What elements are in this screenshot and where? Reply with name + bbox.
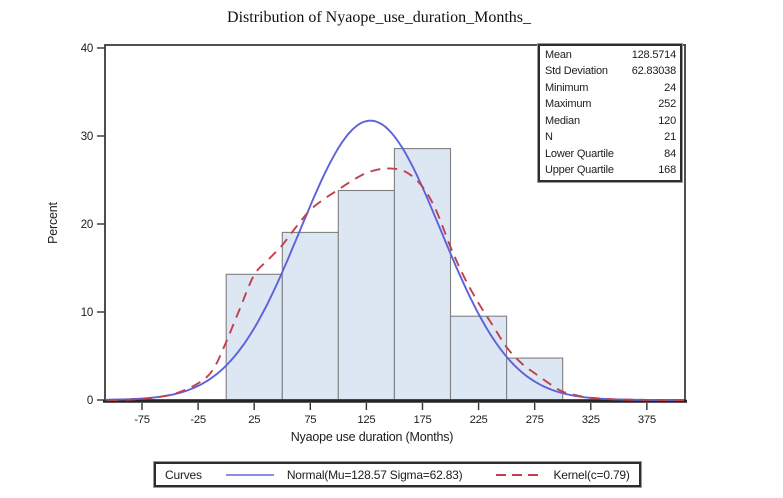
stats-value: 128.5714 — [631, 49, 676, 61]
x-tick-label: 375 — [638, 414, 656, 426]
stats-value: 120 — [658, 114, 676, 127]
stats-label: Lower Quartile — [545, 147, 614, 160]
x-axis-title: Nyaope use duration (Months) — [291, 430, 454, 444]
y-axis-title: Percent — [46, 201, 60, 243]
stats-row: Lower Quartile 84 — [545, 147, 676, 162]
stats-value: 24 — [664, 81, 676, 94]
chart-title: Distribution of Nyaope_use_duration_Mont… — [227, 9, 531, 26]
stats-row: N 21 — [545, 130, 676, 145]
histogram-bar — [225, 273, 283, 401]
histogram-bar — [337, 189, 395, 401]
histogram-bar — [281, 231, 339, 401]
x-tick-label: 325 — [582, 414, 600, 426]
y-tick-label: 40 — [81, 43, 93, 55]
histogram-bar — [506, 357, 564, 401]
stats-label: Upper Quartile — [545, 163, 614, 176]
kernel-curve — [108, 167, 684, 401]
stats-label: Maximum — [545, 98, 592, 111]
x-tick-label: 175 — [414, 414, 432, 426]
stats-row: Std Deviation 62.83038 — [545, 64, 676, 79]
stats-label: Std Deviation — [545, 65, 608, 78]
y-tick-label: 0 — [87, 395, 93, 407]
normal-curve-swatch — [225, 473, 274, 476]
y-tick-label: 10 — [81, 307, 93, 319]
normal-curve — [105, 119, 683, 401]
stats-label: N — [545, 131, 553, 144]
legend-title: Curves — [165, 467, 202, 482]
stats-label: Minimum — [545, 81, 589, 94]
legend-label-normal: Normal(Mu=128.57 Sigma=62.83) — [286, 467, 463, 482]
stats-row: Maximum 252 — [545, 97, 676, 112]
y-tick-label: 30 — [81, 131, 93, 143]
stats-value: 21 — [664, 131, 676, 144]
stats-row: Minimum 24 — [545, 81, 676, 96]
stats-row: Median 120 — [545, 114, 676, 129]
y-tick-label: 20 — [81, 219, 93, 231]
stats-value: 252 — [658, 98, 676, 111]
curve-legend: Curves Normal(Mu=128.57 Sigma=62.83) Ker… — [153, 461, 642, 488]
x-tick-label: 75 — [304, 414, 316, 426]
stats-box: Mean 128.5714 Std Deviation 62.83038 Minimum… — [537, 43, 683, 183]
legend-label-kernel: Kernel(c=0.79) — [553, 467, 630, 482]
histogram-bar — [393, 148, 452, 401]
stats-label: Mean — [545, 49, 572, 61]
x-tick-label: 25 — [248, 414, 260, 426]
stats-value: 168 — [658, 163, 676, 176]
x-tick-label: 275 — [526, 414, 544, 426]
x-tick-label: -25 — [190, 414, 205, 426]
stats-row: Upper Quartile 168 — [545, 163, 676, 178]
stats-value: 84 — [664, 147, 676, 160]
stats-label: Median — [545, 114, 580, 127]
x-tick-label: 125 — [357, 414, 375, 426]
kernel-curve-swatch — [496, 473, 543, 476]
stats-value: 62.83038 — [631, 65, 676, 78]
x-tick-label: -75 — [134, 414, 149, 426]
histogram-bar — [449, 315, 508, 401]
x-tick-label: 225 — [470, 414, 488, 426]
stats-row: Mean 128.5714 — [545, 48, 676, 63]
